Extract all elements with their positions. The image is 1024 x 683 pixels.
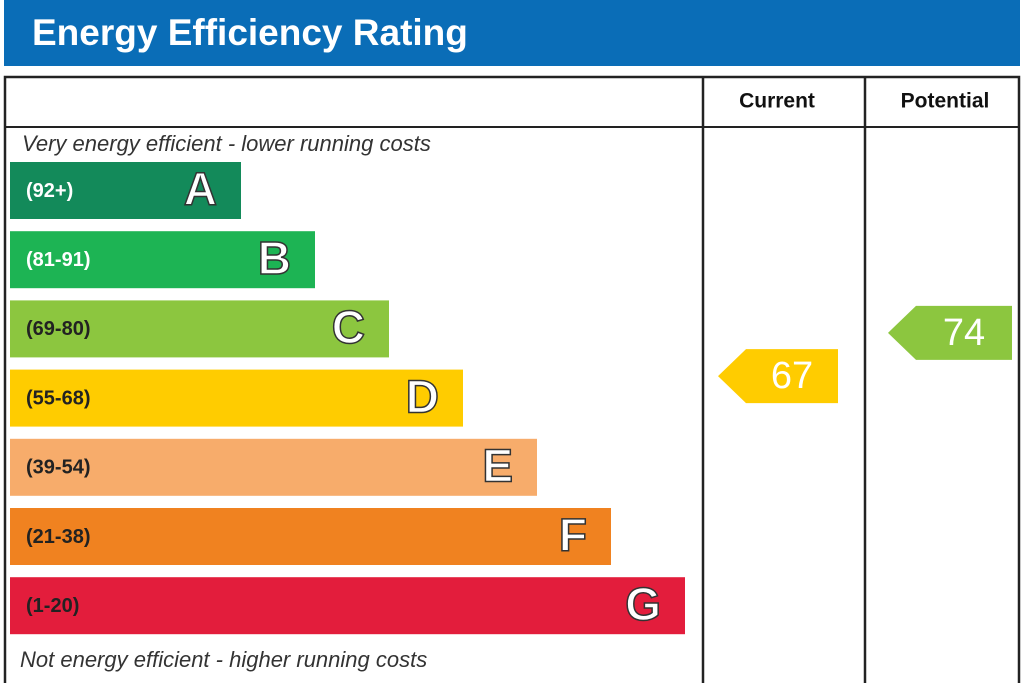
current-header: Current [739, 90, 815, 113]
band-letter: B [258, 232, 291, 284]
band-letter: F [559, 509, 587, 561]
table-border [3, 75, 1021, 683]
band-range: (81-91) [26, 249, 90, 271]
band-bar [10, 231, 315, 289]
band-bar [10, 162, 241, 219]
title-bar [4, 0, 1020, 66]
band-bar [10, 369, 463, 427]
band-range: (69-80) [26, 318, 90, 340]
band-range: (21-38) [26, 526, 90, 548]
band-range: (1-20) [26, 595, 79, 617]
potential-value: 74 [943, 312, 985, 354]
bottom-note: Not energy efficient - higher running co… [20, 647, 427, 672]
top-note: Very energy efficient - lower running co… [22, 131, 431, 156]
potential-arrow [888, 305, 1012, 360]
band-letter: C [332, 301, 365, 353]
band-letter: G [625, 578, 661, 630]
band-letter: D [406, 370, 439, 422]
band-letter: A [184, 163, 217, 215]
current-arrow [718, 349, 838, 404]
band-bar [10, 508, 611, 565]
current-value: 67 [771, 355, 813, 397]
band-range: (92+) [26, 180, 73, 202]
band-bar [10, 577, 685, 635]
potential-header: Potential [901, 90, 990, 113]
band-range: (55-68) [26, 387, 90, 409]
band-letter: E [482, 439, 513, 491]
band-bar [10, 300, 389, 358]
title: Energy Efficiency Rating [32, 12, 468, 53]
band-range: (39-54) [26, 457, 90, 479]
band-bar [10, 438, 537, 496]
